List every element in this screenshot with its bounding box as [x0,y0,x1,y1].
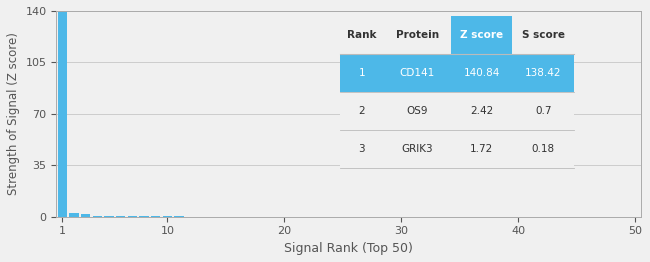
Bar [384,130,451,168]
Bar [451,54,512,92]
Bar [340,130,383,168]
Bar [186,216,196,217]
Bar [384,54,451,92]
Text: 140.84: 140.84 [463,68,500,78]
Text: 0.18: 0.18 [532,144,554,154]
Bar [127,216,137,217]
Text: 2.42: 2.42 [470,106,493,116]
Text: CD141: CD141 [400,68,435,78]
Text: 2: 2 [359,106,365,116]
Bar [92,216,102,217]
Bar [512,16,574,54]
Bar [151,216,161,217]
Bar [104,216,114,217]
Text: 1.72: 1.72 [470,144,493,154]
Bar [384,16,451,54]
Bar [384,92,451,130]
Bar [162,216,172,217]
Bar [340,92,383,130]
Bar [512,92,574,130]
Text: Rank: Rank [347,30,376,40]
Text: OS9: OS9 [407,106,428,116]
Bar [69,213,79,217]
X-axis label: Signal Rank (Top 50): Signal Rank (Top 50) [284,242,413,255]
Text: 0.7: 0.7 [535,106,551,116]
Bar [451,92,512,130]
Text: Protein: Protein [396,30,439,40]
Text: S score: S score [522,30,565,40]
Bar [57,10,67,217]
Bar [340,54,383,92]
Text: 138.42: 138.42 [525,68,562,78]
Text: GRIK3: GRIK3 [402,144,434,154]
Bar [340,16,383,54]
Bar [512,54,574,92]
Text: 3: 3 [359,144,365,154]
Y-axis label: Strength of Signal (Z score): Strength of Signal (Z score) [7,32,20,195]
Bar [451,16,512,54]
Bar [451,130,512,168]
Bar [512,130,574,168]
Bar [174,216,184,217]
Bar [116,216,125,217]
Bar [139,216,149,217]
Text: 1: 1 [359,68,365,78]
Text: Z score: Z score [460,30,503,40]
Bar [81,214,90,217]
